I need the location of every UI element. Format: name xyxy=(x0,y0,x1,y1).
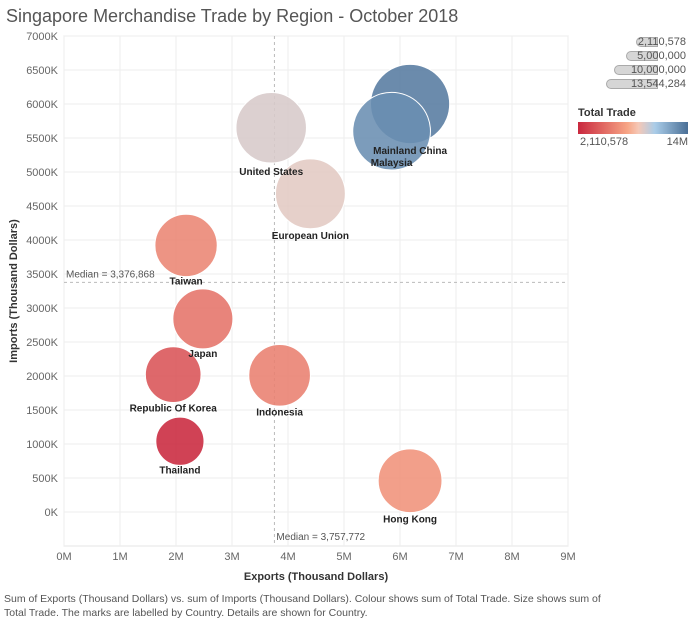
point-label: European Union xyxy=(272,231,349,242)
x-tick-label: 4M xyxy=(280,551,295,563)
color-legend-max: 14M xyxy=(666,136,688,148)
point-label: Thailand xyxy=(159,465,200,476)
y-tick-label: 5500K xyxy=(26,133,58,145)
y-tick-label: 4500K xyxy=(26,201,58,213)
size-legend-row: 10,000,000 xyxy=(578,64,686,77)
data-point[interactable] xyxy=(352,91,431,171)
size-legend-value: 10,000,000 xyxy=(630,64,686,76)
y-tick-label: 500K xyxy=(32,473,58,485)
x-tick-label: 2M xyxy=(168,551,183,563)
size-legend: 2,110,578 5,000,000 10,000,000 13,544,28… xyxy=(578,36,686,92)
size-legend-value: 5,000,000 xyxy=(637,50,686,62)
grid-lines xyxy=(63,35,569,547)
x-tick-label: 9M xyxy=(560,551,575,563)
y-tick-label: 3500K xyxy=(26,269,58,281)
data-point[interactable] xyxy=(248,343,311,407)
color-legend-title: Total Trade xyxy=(578,107,636,119)
point-label: Taiwan xyxy=(170,276,203,287)
point-label: Republic Of Korea xyxy=(130,404,218,415)
data-point[interactable] xyxy=(155,416,205,466)
y-tick-label: 1000K xyxy=(26,439,58,451)
x-tick-label: 5M xyxy=(336,551,351,563)
color-legend: Total Trade 2,110,578 14M xyxy=(578,107,688,148)
data-points xyxy=(144,63,451,514)
y-tick-label: 4000K xyxy=(26,235,58,247)
x-tick-label: 1M xyxy=(112,551,127,563)
data-point[interactable] xyxy=(172,288,234,350)
size-legend-bar xyxy=(606,79,658,89)
data-point[interactable] xyxy=(377,448,443,514)
median-lines: Median = 3,757,772 Median = 3,376,868 xyxy=(64,36,568,546)
y-tick-label: 0K xyxy=(45,507,59,519)
point-label: Malaysia xyxy=(371,158,413,169)
axis-ticks: 0M 1M 2M 3M 4M 5M 6M 7M 8M 9M 0K 500K 1000K 1500K 2000… xyxy=(26,31,575,563)
size-legend-row: 13,544,284 xyxy=(578,78,686,91)
point-label: Japan xyxy=(188,349,217,360)
x-tick-label: 6M xyxy=(392,551,407,563)
data-point[interactable] xyxy=(274,158,346,230)
y-tick-label: 6000K xyxy=(26,99,58,111)
size-legend-value: 13,544,284 xyxy=(630,78,686,90)
x-tick-label: 8M xyxy=(504,551,519,563)
y-tick-label: 7000K xyxy=(26,31,58,43)
point-label: Mainland China xyxy=(373,146,447,157)
x-tick-label: 0M xyxy=(56,551,71,563)
y-tick-label: 6500K xyxy=(26,65,58,77)
point-label: United States xyxy=(239,167,303,178)
size-legend-row: 2,110,578 xyxy=(578,36,686,49)
size-legend-bar xyxy=(626,51,658,61)
size-legend-value: 2,110,578 xyxy=(637,36,686,48)
y-axis-title: Imports (Thousand Dollars) xyxy=(8,219,20,363)
chart-title: Singapore Merchandise Trade by Region - … xyxy=(6,6,459,26)
point-label: Indonesia xyxy=(256,407,303,418)
x-axis-title: Exports (Thousand Dollars) xyxy=(244,571,389,583)
y-tick-label: 2500K xyxy=(26,337,58,349)
x-tick-label: 7M xyxy=(448,551,463,563)
size-legend-row: 5,000,000 xyxy=(578,50,686,63)
data-point[interactable] xyxy=(154,213,218,278)
plot-frame xyxy=(63,35,569,547)
median-y-label: Median = 3,376,868 xyxy=(66,269,155,280)
x-tick-label: 3M xyxy=(224,551,239,563)
size-legend-bar xyxy=(636,37,658,47)
point-label: Hong Kong xyxy=(383,515,437,526)
scatter-plot: Median = 3,757,772 Median = 3,376,868 0M 1… xyxy=(8,31,576,583)
color-legend-min: 2,110,578 xyxy=(580,136,629,148)
chart-caption: Sum of Exports (Thousand Dollars) vs. su… xyxy=(4,593,601,619)
data-point[interactable] xyxy=(235,92,307,164)
color-legend-gradient xyxy=(578,122,688,134)
color-legend-ticks: 2,110,578 14M xyxy=(578,134,688,148)
size-legend-bar xyxy=(614,65,658,75)
y-tick-label: 1500K xyxy=(26,405,58,417)
y-tick-label: 5000K xyxy=(26,167,58,179)
y-tick-label: 2000K xyxy=(26,371,58,383)
median-x-label: Median = 3,757,772 xyxy=(276,532,365,543)
y-tick-label: 3000K xyxy=(26,303,58,315)
data-point[interactable] xyxy=(144,346,202,403)
